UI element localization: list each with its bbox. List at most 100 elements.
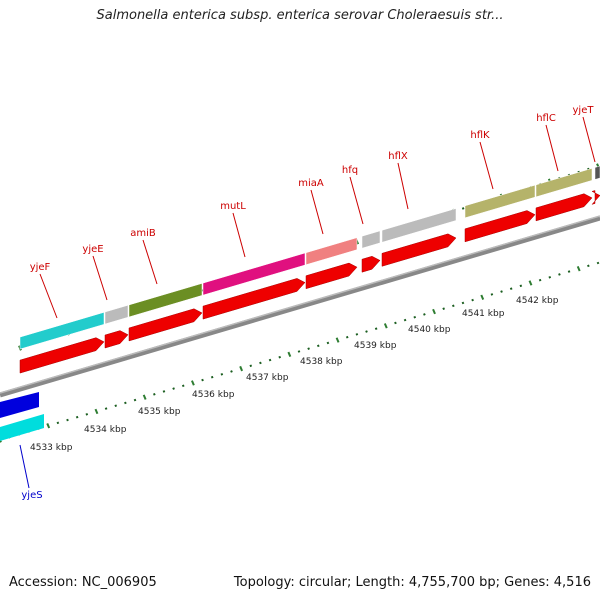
inner-tick: [500, 290, 503, 293]
tick-label: 4533 kbp: [30, 443, 73, 453]
inner-tick: [538, 278, 542, 282]
gene-label-mutl[interactable]: mutL: [220, 201, 246, 212]
inner-tick: [442, 307, 445, 310]
inner-tick: [528, 280, 533, 286]
gene-label-yjet[interactable]: yjeT: [573, 105, 595, 116]
gene-yjef-arrow[interactable]: [19, 337, 105, 374]
gene-label-hfq[interactable]: hfq: [342, 165, 358, 176]
gene-hflk-arrow[interactable]: [464, 210, 536, 243]
inner-tick: [558, 273, 561, 276]
inner-tick: [124, 401, 127, 405]
gene-hflx-block[interactable]: [381, 208, 457, 243]
gene-amib-arrow[interactable]: [128, 308, 203, 342]
gene-hfq-arrow[interactable]: [361, 255, 381, 273]
gene-label-yjee[interactable]: yjeE: [82, 244, 103, 255]
inner-tick: [374, 327, 378, 330]
gene-yjee-block[interactable]: [104, 304, 129, 325]
inner-tick: [181, 384, 185, 388]
inner-tick: [365, 330, 368, 333]
gene-leader-line: [545, 124, 559, 172]
inner-tick: [104, 407, 108, 410]
inner-tick: [345, 335, 349, 339]
tick-label: 4542 kbp: [516, 296, 559, 306]
gene-yjet-block[interactable]: [594, 165, 600, 180]
inner-tick: [335, 337, 340, 343]
gene-hfq-block[interactable]: [361, 230, 381, 249]
inner-tick: [596, 261, 600, 265]
gene-miaa-arrow[interactable]: [305, 262, 358, 290]
inner-tick: [432, 308, 436, 315]
tick-label: 4537 kbp: [246, 373, 289, 383]
tick-label: 4538 kbp: [300, 357, 343, 367]
inner-tick: [423, 313, 426, 316]
inner-tick: [461, 301, 465, 305]
inner-tick: [259, 361, 262, 365]
tick-label: 4540 kbp: [408, 325, 451, 335]
inner-tick: [316, 344, 320, 348]
gene-leader-line: [39, 273, 58, 319]
gene-mutl-arrow[interactable]: [202, 278, 306, 320]
inner-tick: [403, 318, 407, 322]
inner-tick: [239, 365, 244, 372]
inner-tick: [587, 264, 590, 268]
tick-label: 4539 kbp: [354, 341, 397, 351]
outer-tick: [461, 207, 465, 210]
gene-hflc-block[interactable]: [535, 168, 593, 198]
gene-leader-line: [582, 116, 596, 163]
gene-label-hflk[interactable]: hflK: [470, 130, 490, 141]
inner-tick: [85, 412, 89, 416]
inner-tick: [268, 358, 272, 362]
gene-mutl-block[interactable]: [202, 252, 306, 296]
gene-hflc-arrow[interactable]: [535, 193, 593, 222]
gene-hflx-arrow[interactable]: [381, 233, 457, 267]
topology-summary-text: Topology: circular; Length: 4,755,700 bp…: [233, 575, 591, 590]
gene-leader-line: [232, 212, 246, 258]
gene-leader-line: [479, 141, 494, 190]
inner-tick: [509, 287, 513, 291]
gene-yjes-arrow[interactable]: [0, 414, 44, 441]
gene-label-yjef[interactable]: yjeF: [30, 262, 51, 273]
inner-tick: [162, 390, 166, 393]
inner-tick: [75, 415, 79, 419]
inner-tick: [66, 418, 69, 422]
inner-tick: [201, 378, 204, 382]
gene-yjes-block[interactable]: [0, 392, 39, 418]
gene-yjet-arrow[interactable]: [591, 190, 600, 205]
inner-tick: [326, 341, 330, 345]
gene-miaa-block[interactable]: [305, 237, 358, 266]
inner-tick: [249, 364, 253, 368]
gene-yjee-arrow[interactable]: [104, 330, 129, 349]
inner-tick: [114, 404, 118, 408]
inner-tick: [191, 380, 195, 386]
inner-tick: [287, 351, 292, 358]
gene-leader-line: [19, 444, 30, 489]
gene-label-hflx[interactable]: hflX: [388, 151, 408, 162]
inner-tick: [413, 315, 417, 319]
inner-tick: [519, 284, 523, 288]
gene-leader-line: [397, 162, 409, 210]
inner-tick: [471, 298, 474, 302]
inner-tick: [94, 408, 99, 415]
gene-label-yjes[interactable]: yjeS: [21, 490, 42, 501]
tick-label: 4534 kbp: [84, 425, 127, 435]
inner-tick: [452, 304, 455, 308]
gene-hflk-block[interactable]: [464, 184, 536, 219]
gene-amib-block[interactable]: [128, 283, 203, 318]
gene-leader-line: [142, 239, 158, 285]
gene-leader-line: [349, 176, 364, 225]
inner-tick: [142, 394, 147, 400]
gene-leader-line: [310, 189, 324, 235]
gene-leader-line: [92, 255, 108, 301]
inner-tick: [172, 387, 175, 390]
inner-tick: [394, 321, 397, 325]
gene-label-amib[interactable]: amiB: [130, 228, 156, 239]
gene-label-miaa[interactable]: miaA: [298, 178, 324, 189]
gene-yjef-block[interactable]: [19, 311, 105, 350]
inner-tick: [230, 370, 233, 373]
inner-tick: [576, 266, 581, 272]
gene-label-hflc[interactable]: hflC: [536, 113, 556, 124]
map-title: Salmonella enterica subsp. enterica sero…: [96, 8, 504, 23]
genome-backbone: [0, 215, 600, 398]
